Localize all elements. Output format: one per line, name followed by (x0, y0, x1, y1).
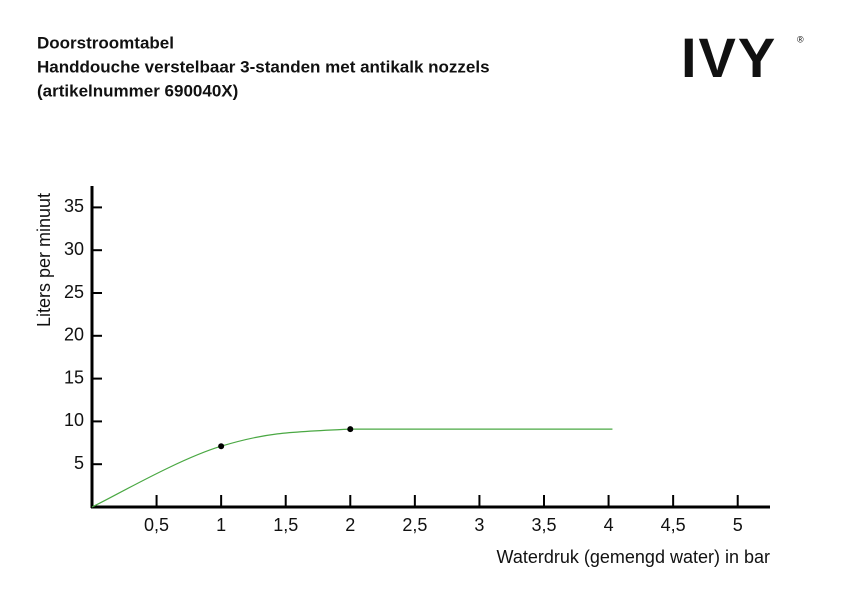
chart-subtitle: (artikelnummer 690040X) (37, 81, 238, 100)
x-tick-label: 0,5 (144, 515, 169, 535)
x-tick-label: 2,5 (402, 515, 427, 535)
x-tick-label: 4,5 (661, 515, 686, 535)
data-line (91, 428, 613, 508)
y-axis-label: Liters per minuut (34, 193, 54, 327)
y-tick-label: 5 (74, 453, 84, 473)
x-tick-label: 3,5 (531, 515, 556, 535)
x-tick-label: 5 (733, 515, 743, 535)
y-tick-label: 15 (64, 367, 84, 387)
chart-subtitle: Handdouche verstelbaar 3-standen met ant… (37, 57, 490, 76)
chart-title: Doorstroomtabel (37, 33, 174, 52)
y-tick-label: 30 (64, 239, 84, 259)
x-tick-label: 1,5 (273, 515, 298, 535)
x-tick-label: 3 (474, 515, 484, 535)
x-tick-label: 2 (345, 515, 355, 535)
y-tick-label: 25 (64, 282, 84, 302)
y-tick-label: 35 (64, 196, 84, 216)
logo-mark: ® (797, 34, 804, 44)
y-tick-label: 20 (64, 325, 84, 345)
x-tick-label: 4 (604, 515, 614, 535)
data-point (218, 443, 225, 450)
x-axis-label: Waterdruk (gemengd water) in bar (497, 547, 770, 567)
y-tick-label: 10 (64, 410, 84, 430)
logo: IVY (681, 26, 777, 89)
data-point (347, 426, 354, 433)
x-tick-label: 1 (216, 515, 226, 535)
